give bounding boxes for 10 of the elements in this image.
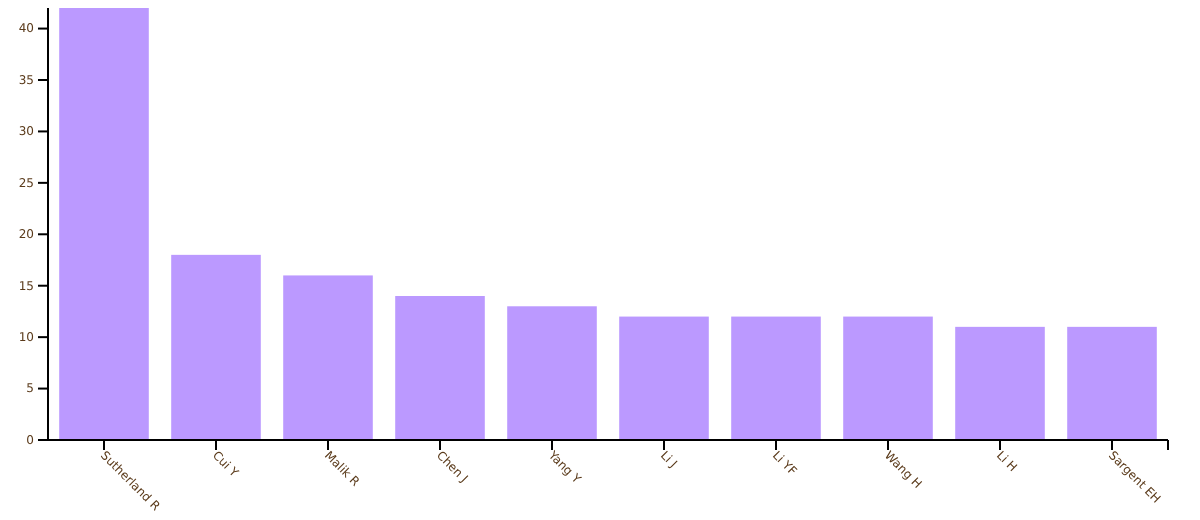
bar — [955, 326, 1045, 440]
bar — [731, 316, 821, 440]
bar — [59, 8, 149, 440]
bar — [171, 254, 261, 440]
bar — [843, 316, 933, 440]
bar — [619, 316, 709, 440]
bar — [395, 296, 485, 440]
bar — [283, 275, 373, 440]
bar — [507, 306, 597, 440]
bar — [1067, 326, 1157, 440]
